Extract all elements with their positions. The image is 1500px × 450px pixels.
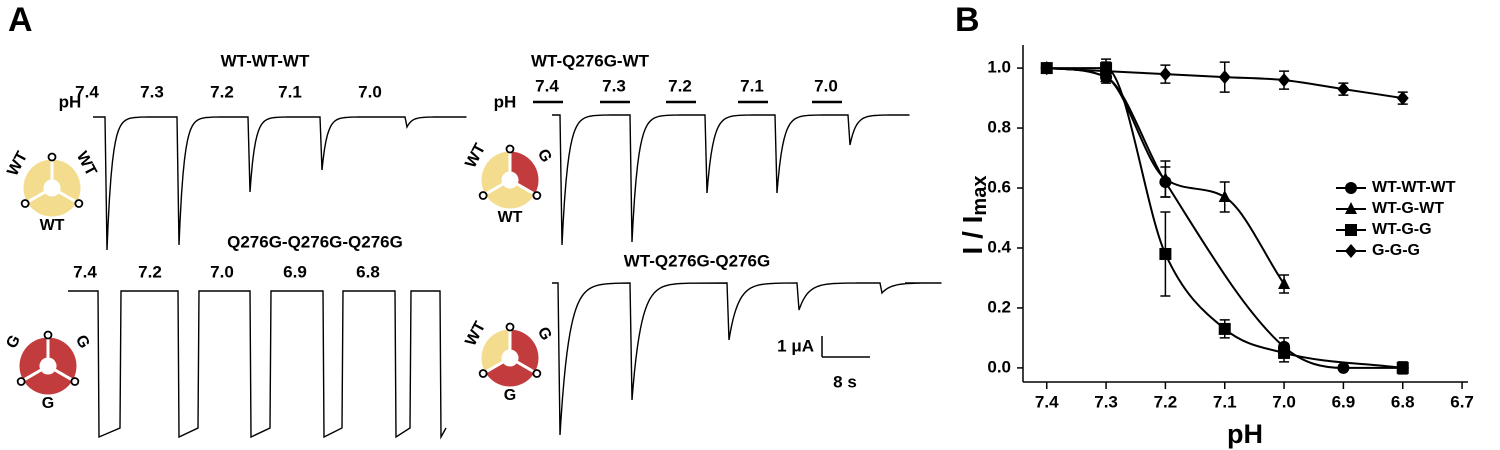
current-trace (552, 114, 910, 246)
legend-marker (1345, 182, 1357, 194)
trace-title: WT-Q276G-Q276G (624, 251, 770, 270)
linker (70, 377, 80, 386)
legend-marker (1345, 244, 1357, 258)
marker (1159, 172, 1172, 185)
linker (43, 330, 53, 340)
y-tick-label: 0.4 (987, 237, 1011, 256)
panel-label: B (955, 1, 980, 39)
x-tick-label: 6.7 (1450, 392, 1474, 411)
linker (478, 191, 488, 200)
legend-marker (1345, 202, 1357, 214)
subunit (481, 181, 539, 212)
current-trace (68, 290, 447, 440)
linker (532, 191, 542, 200)
subunit (19, 367, 77, 398)
y-tick-label: 0.2 (987, 297, 1011, 316)
linker (505, 144, 515, 154)
ph-step-label: 7.3 (140, 82, 164, 101)
y-tick-label: 1.0 (987, 58, 1011, 77)
linker (478, 369, 488, 378)
panel-label: A (8, 1, 33, 39)
subunit-label: WT (498, 209, 523, 226)
y-axis-label-main: I / I (957, 216, 988, 255)
y-axis-label: I / Imax (957, 176, 991, 255)
linker (20, 199, 30, 208)
subunit (23, 189, 81, 220)
ph-step-label: 7.4 (535, 76, 559, 95)
subunit-label: G (72, 332, 93, 351)
marker (1278, 73, 1291, 88)
ph-step-label: 6.9 (283, 262, 307, 281)
subunit (481, 359, 539, 390)
x-tick-label: 6.8 (1391, 392, 1415, 411)
legend-label: WT-G-WT (1372, 200, 1444, 217)
legend-label: G-G-G (1372, 242, 1420, 259)
subunit-label: WT (40, 217, 65, 234)
ph-step-label: 7.1 (278, 82, 302, 101)
legend-label: WT-G-G (1372, 221, 1432, 238)
ph-label: pH (494, 92, 517, 111)
linker (74, 199, 84, 208)
y-axis-label-sub: max (969, 176, 991, 216)
ph-step-label: 7.0 (814, 76, 838, 95)
marker (1218, 70, 1231, 85)
current-trace (552, 282, 942, 436)
x-tick-label: 7.1 (1213, 392, 1237, 411)
subunit-label: G (504, 387, 516, 404)
y-tick-label: 0.0 (987, 357, 1011, 376)
marker (1278, 276, 1291, 289)
marker (1040, 61, 1053, 76)
linker (532, 369, 542, 378)
trace-title: WT-WT-WT (221, 51, 310, 70)
x-tick-label: 7.4 (1035, 392, 1059, 411)
marker (1100, 64, 1113, 79)
scale-label: 8 s (833, 372, 857, 391)
marker (1218, 322, 1231, 335)
marker (1159, 247, 1172, 260)
ph-step-label: 6.8 (356, 262, 380, 281)
marker (1218, 190, 1231, 203)
x-tick-label: 7.0 (1272, 392, 1296, 411)
linker (16, 377, 26, 386)
ph-step-label: 7.2 (210, 82, 234, 101)
ph-step-label: 7.4 (75, 82, 99, 101)
y-tick-label: 0.6 (987, 177, 1011, 196)
ph-step-label: 7.2 (138, 262, 162, 281)
marker (1396, 91, 1409, 106)
linker (505, 322, 515, 332)
linker (47, 152, 57, 162)
x-tick-label: 6.9 (1332, 392, 1356, 411)
current-trace (93, 116, 467, 251)
marker (1396, 361, 1409, 374)
ph-label: pH (59, 92, 82, 111)
ph-step-label: 7.4 (73, 262, 97, 281)
scale-label: 1 μA (777, 336, 814, 355)
trace-title: WT-Q276G-WT (531, 51, 650, 70)
ph-step-label: 7.0 (358, 82, 382, 101)
marker (1337, 82, 1350, 97)
marker (1159, 67, 1172, 82)
ph-step-label: 7.2 (668, 76, 692, 95)
ph-step-label: 7.0 (210, 262, 234, 281)
x-tick-label: 7.2 (1154, 392, 1178, 411)
legend-label: WT-WT-WT (1372, 179, 1456, 196)
legend-marker (1345, 224, 1357, 236)
subunit-label: G (534, 146, 555, 165)
x-axis-label: pH (1227, 419, 1263, 449)
x-tick-label: 7.3 (1094, 392, 1118, 411)
y-tick-label: 0.8 (987, 118, 1011, 137)
ph-step-label: 7.3 (602, 76, 626, 95)
marker (1278, 346, 1291, 359)
subunit-label: G (534, 324, 555, 343)
ph-step-label: 7.1 (740, 76, 764, 95)
marker (1337, 361, 1350, 374)
subunit-label: G (42, 395, 54, 412)
trace-title: Q276G-Q276G-Q276G (227, 232, 403, 251)
subunit-label: G (3, 332, 24, 351)
